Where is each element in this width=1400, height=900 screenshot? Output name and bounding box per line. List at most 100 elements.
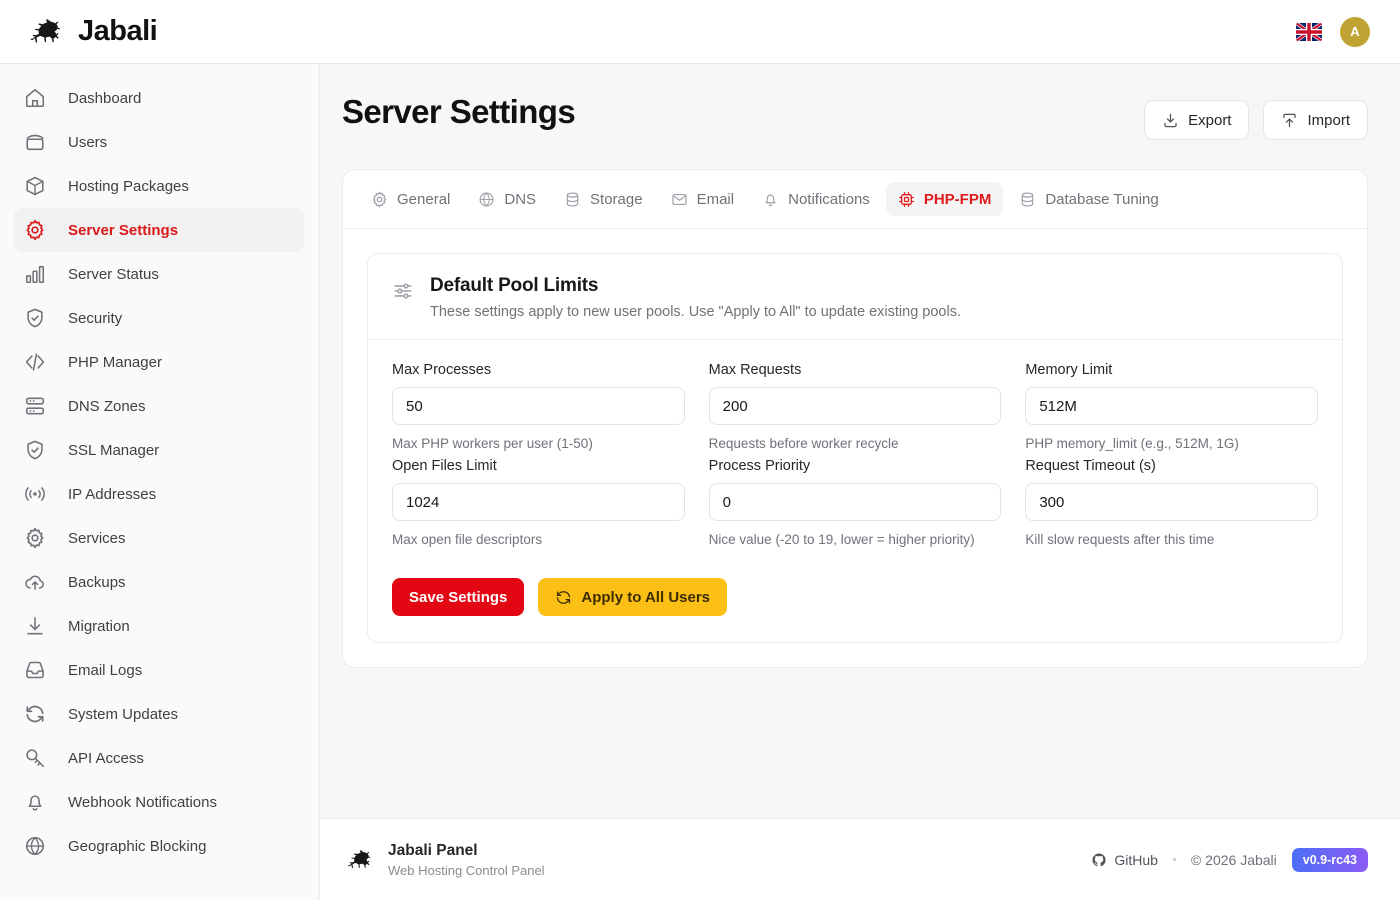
settings-tabs: General DNS Storage Email Notifications PHP-F…: [343, 170, 1367, 229]
sidebar-item-backups[interactable]: Backups: [14, 560, 304, 604]
tab-general[interactable]: General: [359, 182, 462, 216]
sidebar-item-dashboard[interactable]: Dashboard: [14, 76, 304, 120]
signal-waves-icon: [25, 487, 45, 501]
sidebar-item-label: System Updates: [68, 705, 179, 723]
separator-dot: [1172, 858, 1176, 861]
card-body: Max Processes Max PHP workers per user (1…: [368, 340, 1342, 642]
sidebar-item-dns-zones[interactable]: DNS Zones: [14, 384, 304, 428]
inbox-icon: [26, 661, 44, 679]
page-title: Server Settings: [342, 93, 576, 130]
version-badge: v0.9-rc43: [1291, 847, 1368, 872]
brand[interactable]: Jabali: [22, 15, 158, 49]
gear-icon: [26, 219, 44, 241]
sidebar-item-migration[interactable]: Migration: [14, 604, 304, 648]
sidebar-item-email-logs[interactable]: Email Logs: [14, 648, 304, 692]
main-scroll: Server Settings Export Import General DN: [320, 64, 1400, 818]
sidebar-item-label: Backups: [68, 573, 126, 591]
field-hint: Max PHP workers per user (1-50): [392, 436, 593, 451]
envelope-icon: [671, 193, 687, 205]
export-button[interactable]: Export: [1144, 100, 1250, 140]
users-box-icon: [26, 134, 44, 151]
sidebar-item-label: IP Addresses: [68, 485, 157, 503]
sidebar-item-services[interactable]: Services: [14, 516, 304, 560]
sidebar-item-system-updates[interactable]: System Updates: [14, 692, 304, 736]
field-label: Memory Limit: [1025, 362, 1113, 378]
bar-chart-icon: [25, 265, 45, 284]
footer-meta: GitHub © 2026 Jabali v0.9-rc43: [1091, 847, 1368, 872]
sidebar-item-server-settings[interactable]: Server Settings: [14, 208, 304, 252]
request-timeout-s-input[interactable]: [1025, 483, 1318, 521]
save-settings-button[interactable]: Save Settings: [392, 578, 525, 616]
gear-icon: [26, 527, 44, 549]
gear-icon: [372, 191, 387, 207]
cpu-chip-icon: [898, 191, 914, 207]
settings-panel: General DNS Storage Email Notifications PHP-F…: [342, 169, 1368, 668]
avatar[interactable]: A: [1340, 16, 1370, 47]
field-process-priority: Process Priority Nice value (-20 to 19, l…: [708, 458, 1002, 554]
footer-subtitle: Web Hosting Control Panel: [388, 862, 545, 878]
footer: Jabali Panel Web Hosting Control Panel G…: [320, 818, 1400, 900]
sidebar-item-users[interactable]: Users: [14, 120, 304, 164]
card-title: Default Pool Limits: [430, 275, 599, 296]
field-label: Max Requests: [708, 362, 802, 378]
key-icon: [26, 749, 45, 768]
field-memory-limit: Memory Limit PHP memory_limit (e.g., 512M…: [1025, 362, 1318, 458]
process-priority-input[interactable]: [708, 483, 1002, 521]
footer-brand: Jabali Panel Web Hosting Control Panel: [342, 842, 545, 878]
max-requests-input[interactable]: [708, 387, 1002, 425]
sidebar-item-ip-addresses[interactable]: IP Addresses: [14, 472, 304, 516]
card-header: Default Pool Limits These settings apply…: [368, 254, 1342, 340]
boar-logo-icon: [30, 18, 60, 43]
tab-php-fpm[interactable]: PHP-FPM: [885, 182, 1004, 216]
field-max-requests: Max Requests Requests before worker recyc…: [708, 362, 1002, 458]
sidebar-item-label: API Access: [68, 749, 144, 767]
tab-storage[interactable]: Storage: [552, 182, 655, 216]
field-hint: PHP memory_limit (e.g., 512M, 1G): [1025, 436, 1239, 451]
sidebar-item-security[interactable]: Security: [14, 296, 304, 340]
download-tray-icon: [1164, 113, 1177, 127]
sidebar-item-hosting-packages[interactable]: Hosting Packages: [14, 164, 304, 208]
memory-limit-input[interactable]: [1025, 387, 1318, 425]
sidebar-item-geographic-blocking[interactable]: Geographic Blocking: [14, 824, 304, 868]
field-hint: Max open file descriptors: [392, 532, 543, 547]
sidebar-item-ssl-manager[interactable]: SSL Manager: [14, 428, 304, 472]
code-brackets-icon: [25, 353, 45, 371]
tab-label: Notifications: [788, 190, 870, 208]
github-link[interactable]: GitHub: [1091, 852, 1158, 868]
package-icon: [26, 176, 44, 196]
download-icon: [27, 617, 43, 635]
sidebar-item-webhook-notifications[interactable]: Webhook Notifications: [14, 780, 304, 824]
max-processes-input[interactable]: [392, 387, 685, 425]
sidebar-item-label: Security: [68, 309, 123, 327]
tab-dns[interactable]: DNS: [466, 182, 548, 216]
globe-icon: [25, 836, 45, 856]
open-files-limit-input[interactable]: [392, 483, 685, 521]
apply-to-all-users-button[interactable]: Apply to All Users: [538, 578, 728, 616]
sidebar-item-server-status[interactable]: Server Status: [14, 252, 304, 296]
refresh-icon: [26, 705, 44, 723]
field-hint: Nice value (-20 to 19, lower = higher pr…: [708, 532, 975, 547]
tab-label: DNS: [504, 190, 537, 208]
sidebar-item-label: Hosting Packages: [68, 177, 189, 195]
sidebar-item-api-access[interactable]: API Access: [14, 736, 304, 780]
tab-email[interactable]: Email: [659, 182, 747, 216]
body-row: Dashboard Users Hosting Packages Server Set…: [0, 64, 1400, 900]
tab-database-tuning[interactable]: Database Tuning: [1007, 182, 1170, 216]
cloud-upload-icon: [25, 575, 44, 590]
bell-icon: [28, 795, 42, 811]
card-actions: Save Settings Apply to All Users: [392, 578, 1318, 616]
sidebar-item-label: Geographic Blocking: [68, 837, 207, 855]
sidebar: Dashboard Users Hosting Packages Server Set…: [0, 64, 320, 900]
field-label: Request Timeout (s): [1025, 458, 1156, 474]
sidebar-item-label: Email Logs: [68, 661, 143, 679]
uk-flag-icon[interactable]: [1296, 22, 1322, 41]
tab-label: PHP-FPM: [923, 190, 992, 208]
panel-body: Default Pool Limits These settings apply…: [343, 229, 1367, 667]
field-label: Open Files Limit: [392, 458, 497, 474]
field-hint: Kill slow requests after this time: [1025, 532, 1215, 547]
import-button[interactable]: Import: [1263, 100, 1368, 140]
sidebar-item-php-manager[interactable]: PHP Manager: [14, 340, 304, 384]
field-label: Process Priority: [708, 458, 811, 474]
field-label: Max Processes: [392, 362, 492, 378]
tab-notifications[interactable]: Notifications: [750, 182, 882, 216]
